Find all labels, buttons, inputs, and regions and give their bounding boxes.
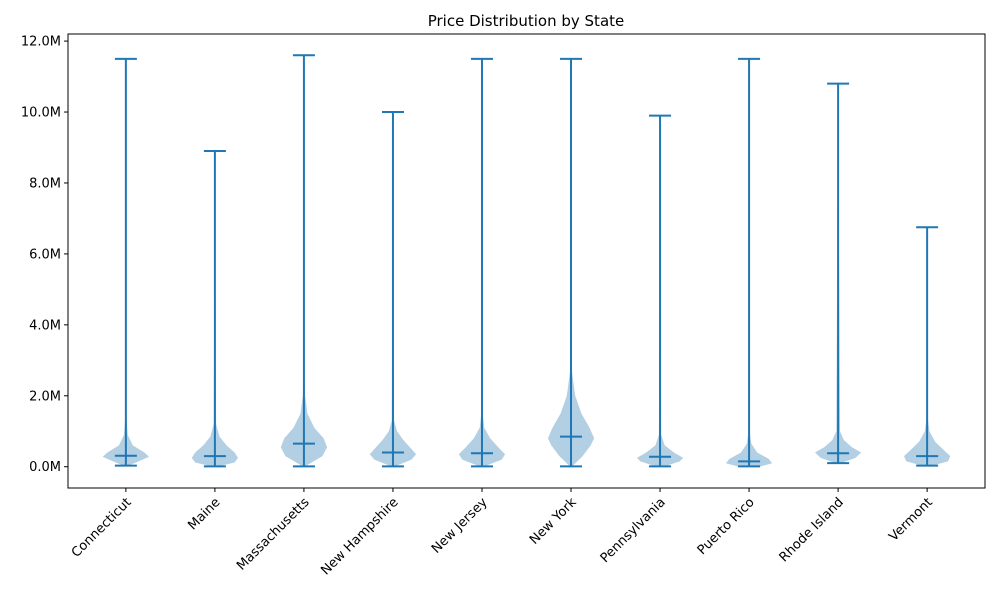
y-tick-label: 10.0M — [21, 106, 61, 121]
x-tick-label: New Hampshire — [318, 495, 401, 578]
y-tick-label: 4.0M — [29, 318, 61, 333]
x-tick-label: Massachusetts — [234, 495, 313, 574]
y-tick-label: 8.0M — [29, 176, 61, 191]
violin-bodies — [102, 55, 951, 467]
x-tick-label: Vermont — [886, 495, 935, 544]
x-tick-label: Rhode Island — [777, 495, 847, 565]
y-tick-label: 12.0M — [21, 35, 61, 50]
axes: 0.0M 2.0M 4.0M 6.0M 8.0M 10.0M 12.0M Connecticu… — [21, 33, 986, 578]
chart-title: Price Distribution by State — [428, 12, 625, 30]
x-tick-label: Pennsylvania — [598, 495, 669, 566]
x-tick-label: New Jersey — [429, 495, 491, 557]
y-tick-label: 0.0M — [29, 460, 61, 475]
y-tick-label: 2.0M — [29, 389, 61, 404]
x-tick-label: Puerto Rico — [695, 495, 758, 558]
plot-frame — [67, 33, 986, 489]
x-tick-label: Maine — [185, 495, 223, 533]
x-tick-label: New York — [527, 495, 580, 548]
x-tick-label: Connecticut — [69, 495, 135, 561]
violin-lines — [114, 54, 939, 468]
y-tick-label: 6.0M — [29, 247, 61, 262]
